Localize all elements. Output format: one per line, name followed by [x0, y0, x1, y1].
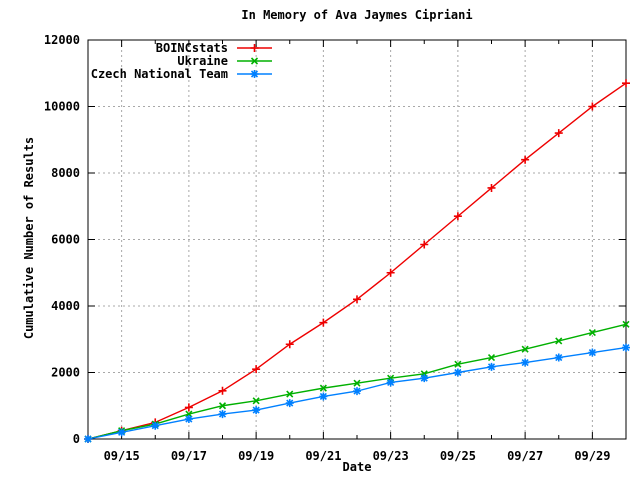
- x-tick-label: 09/25: [440, 449, 476, 463]
- chart-title: In Memory of Ava Jaymes Cipriani: [241, 8, 473, 22]
- x-tick-label: 09/15: [104, 449, 140, 463]
- series-line-ukraine: [87, 323, 627, 440]
- x-tick-label: 09/21: [305, 449, 341, 463]
- series-line-boincstats: [87, 82, 627, 440]
- legend-label-czech-national-team: Czech National Team: [91, 67, 228, 81]
- y-axis-label: Cumulative Number of Results: [22, 136, 36, 340]
- y-tick-label: 10000: [44, 100, 80, 114]
- legend-label-boincstats: BOINCstats: [156, 41, 228, 55]
- y-tick-label: 0: [73, 432, 80, 446]
- legend-sample-marker-czech-national-team: [250, 70, 259, 78]
- y-tick-label: 12000: [44, 33, 80, 47]
- x-axis-label: Date: [342, 460, 372, 474]
- y-tick-label: 8000: [51, 166, 80, 180]
- legend-sample-marker-boincstats: [250, 44, 259, 52]
- y-tick-label: 4000: [51, 299, 80, 313]
- x-tick-label: 09/19: [238, 449, 274, 463]
- x-tick-label: 09/23: [373, 449, 409, 463]
- legend-label-ukraine: Ukraine: [177, 54, 228, 68]
- x-tick-label: 09/29: [574, 449, 610, 463]
- y-tick-label: 6000: [51, 233, 80, 247]
- y-tick-label: 2000: [51, 366, 80, 380]
- x-tick-label: 09/17: [171, 449, 207, 463]
- legend-sample-marker-ukraine: [250, 57, 259, 65]
- series-markers-czech-national-team: [84, 343, 630, 443]
- x-tick-label: 09/27: [507, 449, 543, 463]
